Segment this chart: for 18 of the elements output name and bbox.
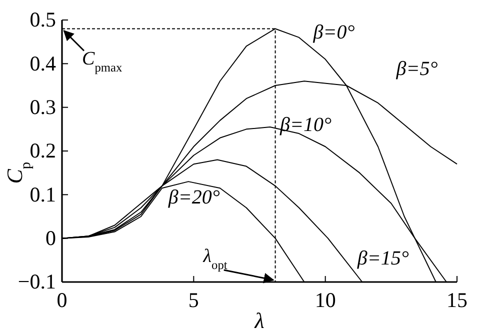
series-label: β=10°	[279, 114, 332, 136]
y-tick-label: 0.1	[30, 182, 56, 206]
series-label: β=0°	[312, 22, 355, 44]
x-axis-title: λ	[254, 308, 264, 333]
x-tick-label: 5	[188, 288, 199, 312]
y-tick-label: 0.4	[30, 51, 56, 76]
annotation: C$_{pmax}$	[82, 48, 123, 75]
x-tick-label: 15	[446, 288, 468, 312]
annotation: λ$_{opt}$	[202, 246, 228, 272]
series-label: β=5°	[395, 58, 438, 80]
x-tick-label: 10	[314, 288, 336, 312]
y-tick-label: −0.1	[18, 270, 56, 294]
y-tick-label: 0.3	[30, 95, 56, 120]
series-label: β=20°	[167, 186, 220, 209]
y-tick-label: 0.5	[30, 8, 56, 32]
y-tick-label: 0.2	[30, 138, 56, 163]
series-label: β=15°	[356, 248, 409, 270]
y-tick-label: 0	[46, 226, 56, 250]
